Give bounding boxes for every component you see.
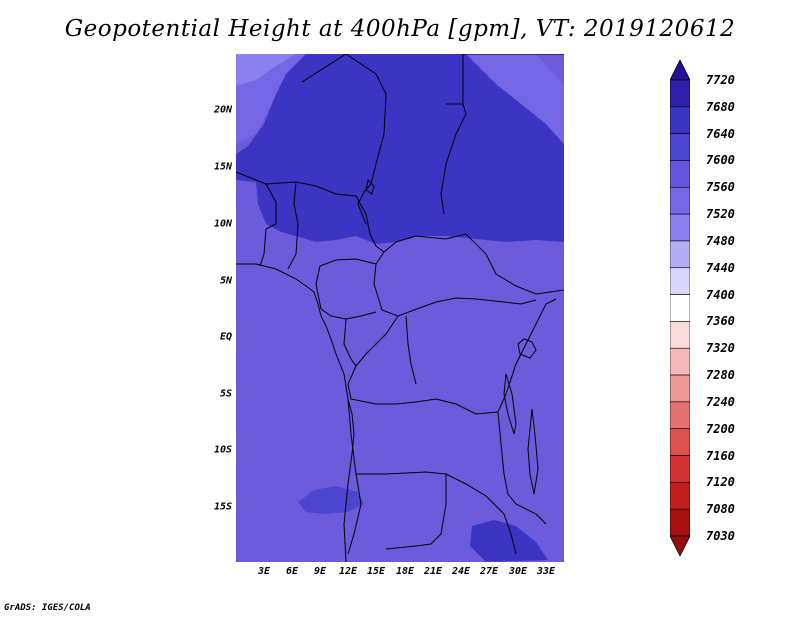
fill-patch-south-east [470, 520, 548, 562]
border-lines-centralafrica [315, 233, 564, 320]
lon-label-12e: 12E [338, 566, 358, 577]
color-bar-label: 7720 [706, 73, 735, 87]
color-bar-label: 7080 [706, 502, 735, 517]
color-bar-swatch [669, 133, 691, 161]
lat-label-5n: 5N [219, 275, 232, 287]
color-bar-swatch [669, 160, 691, 188]
color-bar-label: 7640 [706, 126, 735, 141]
color-bar-swatch [669, 213, 691, 242]
lake-victoria-tanganyika [503, 338, 539, 495]
color-bar-swatch [669, 508, 691, 537]
lat-label-eq: EQ [219, 331, 232, 343]
color-bar-label: 7400 [706, 287, 735, 302]
geopotential-map [236, 54, 564, 562]
color-bar-label: 7680 [706, 99, 735, 114]
color-bar-label: 7030 [706, 529, 735, 543]
color-bar-swatch [669, 401, 691, 430]
color-bar-swatch [669, 79, 691, 108]
lat-label-15n: 15N [213, 161, 232, 173]
color-bar-swatch [669, 347, 691, 376]
color-bar-label: 7160 [706, 448, 735, 463]
lon-label-24e: 24E [451, 566, 471, 577]
color-bar-swatch [669, 321, 691, 349]
color-bar-swatch [669, 294, 691, 322]
color-bar-label: 7480 [706, 233, 735, 248]
lat-label-10s: 10S [213, 444, 232, 456]
lake-chad [365, 178, 375, 195]
color-bar-label: 7440 [706, 260, 735, 275]
fill-level-7520-ne [466, 54, 564, 144]
lat-label-15s: 15S [213, 501, 232, 513]
map-panel [236, 54, 564, 562]
color-bar-label: 7200 [706, 421, 735, 436]
lon-label-18e: 18E [395, 566, 415, 577]
border-lines-congo [343, 298, 557, 415]
longitude-axis-labels: 3E 6E 9E 12E 15E 18E 21E 24E 27E 30E 33E [236, 566, 564, 580]
border-lines-north [301, 54, 564, 225]
color-bar-label: 7240 [706, 394, 735, 409]
lon-label-15e: 15E [366, 566, 386, 577]
color-bar-label: 7360 [706, 314, 735, 329]
fill-level-7480 [236, 54, 296, 86]
color-bar-top-arrow [669, 59, 691, 81]
color-bar-bottom-arrow [669, 535, 691, 557]
latitude-axis-labels: 20N 15N 10N 5N EQ 5S 10S 15S [186, 54, 232, 562]
color-bar-label: 7320 [706, 341, 735, 356]
coastline-west [236, 263, 355, 562]
color-bar-label: 7520 [706, 207, 735, 222]
lon-label-21e: 21E [423, 566, 443, 577]
color-bar [669, 59, 691, 557]
country-borders [236, 54, 564, 562]
lon-label-9e: 9E [313, 566, 327, 577]
fill-level-7600 [236, 54, 564, 244]
lat-label-5s: 5S [219, 388, 232, 400]
color-bar-label: 7120 [706, 475, 735, 490]
color-bar-label: 7280 [706, 368, 735, 383]
lon-label-27e: 27E [479, 566, 499, 577]
color-bar-swatch [669, 482, 691, 510]
lon-label-6e: 6E [285, 566, 299, 577]
color-bar-swatch [669, 240, 691, 269]
color-bar-swatch [669, 106, 691, 134]
border-lines-westafrica [236, 171, 385, 270]
lon-label-30e: 30E [508, 566, 528, 577]
fill-patch-northeast [536, 54, 564, 84]
border-lines-south [347, 398, 547, 555]
color-bar-label: 7560 [706, 180, 735, 195]
color-bar-swatch [669, 455, 691, 483]
lat-label-10n: 10N [213, 218, 232, 230]
lat-label-20n: 20N [213, 104, 232, 116]
color-bar-label: 7600 [706, 153, 735, 168]
color-bar-labels: 7720 7680 7640 7600 7560 7520 7480 7440 7400 7360… [694, 60, 774, 556]
color-bar-swatch [669, 428, 691, 456]
color-bar-swatch [669, 186, 691, 215]
lon-label-33e: 33E [536, 566, 556, 577]
color-bar-swatch [669, 374, 691, 403]
color-bar-swatch [669, 267, 691, 295]
software-credit: GrADS: IGES/COLA [4, 603, 91, 613]
lon-label-3e: 3E [257, 566, 271, 577]
plot-title: Geopotential Height at 400hPa [gpm], VT:… [64, 16, 736, 42]
color-bar-svg [669, 59, 691, 557]
